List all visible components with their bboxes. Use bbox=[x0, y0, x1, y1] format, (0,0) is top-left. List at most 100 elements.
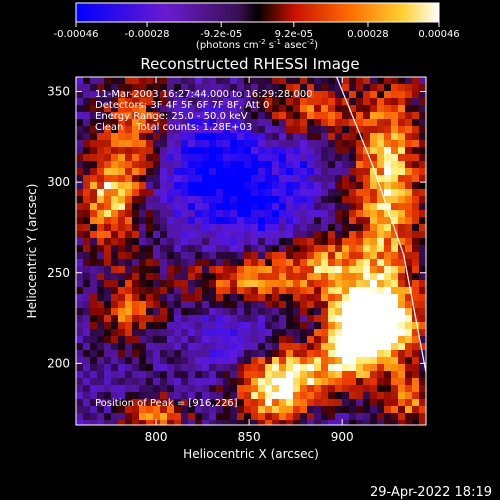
heatmap-cell bbox=[272, 238, 279, 245]
heatmap-cell bbox=[167, 231, 174, 238]
heatmap-cell bbox=[412, 161, 419, 168]
heatmap-cell bbox=[370, 98, 377, 105]
heatmap-cell bbox=[97, 210, 104, 217]
heatmap-cell bbox=[314, 161, 321, 168]
heatmap-cell bbox=[272, 350, 279, 357]
heatmap-cell bbox=[314, 392, 321, 399]
heatmap-cell bbox=[244, 301, 251, 308]
heatmap-cell bbox=[202, 196, 209, 203]
heatmap-cell bbox=[419, 315, 426, 322]
heatmap-cell bbox=[335, 210, 342, 217]
heatmap-cell bbox=[405, 231, 412, 238]
heatmap-cell bbox=[349, 364, 356, 371]
heatmap-cell bbox=[335, 287, 342, 294]
heatmap-cell bbox=[97, 266, 104, 273]
heatmap-cell bbox=[384, 224, 391, 231]
heatmap-cell bbox=[314, 287, 321, 294]
heatmap-cell bbox=[314, 91, 321, 98]
heatmap-cell bbox=[314, 322, 321, 329]
y-tick-label: 250 bbox=[47, 266, 70, 280]
heatmap-cell bbox=[279, 308, 286, 315]
heatmap-cell bbox=[223, 273, 230, 280]
heatmap-cell bbox=[104, 336, 111, 343]
heatmap-cell bbox=[174, 287, 181, 294]
heatmap-cell bbox=[321, 182, 328, 189]
heatmap-cell bbox=[97, 189, 104, 196]
heatmap-cell bbox=[300, 231, 307, 238]
heatmap-cell bbox=[258, 273, 265, 280]
heatmap-cell bbox=[265, 77, 272, 84]
heatmap-cell bbox=[76, 147, 83, 154]
x-tick-label: 850 bbox=[238, 430, 261, 444]
heatmap-cell bbox=[349, 224, 356, 231]
heatmap-cell bbox=[370, 357, 377, 364]
heatmap-cell bbox=[370, 350, 377, 357]
heatmap-cell bbox=[272, 133, 279, 140]
heatmap-cell bbox=[181, 329, 188, 336]
heatmap-cell bbox=[202, 273, 209, 280]
heatmap-cell bbox=[314, 399, 321, 406]
heatmap-cell bbox=[97, 175, 104, 182]
heatmap-cell bbox=[188, 420, 195, 425]
heatmap-cell bbox=[391, 322, 398, 329]
heatmap-cell bbox=[279, 280, 286, 287]
heatmap-cell bbox=[251, 287, 258, 294]
heatmap-cell bbox=[90, 406, 97, 413]
heatmap-cell bbox=[167, 154, 174, 161]
heatmap-cell bbox=[244, 189, 251, 196]
heatmap-cell bbox=[167, 196, 174, 203]
heatmap-cell bbox=[83, 133, 90, 140]
heatmap-cell bbox=[272, 371, 279, 378]
heatmap-cell bbox=[412, 252, 419, 259]
heatmap-cell bbox=[223, 385, 230, 392]
heatmap-cell bbox=[370, 147, 377, 154]
heatmap-cell bbox=[209, 175, 216, 182]
heatmap-cell bbox=[272, 308, 279, 315]
heatmap-cell bbox=[188, 399, 195, 406]
heatmap-cell bbox=[174, 378, 181, 385]
heatmap-cell bbox=[300, 350, 307, 357]
heatmap-cell bbox=[251, 350, 258, 357]
heatmap-cell bbox=[328, 287, 335, 294]
heatmap-cell bbox=[230, 364, 237, 371]
heatmap-cell bbox=[216, 273, 223, 280]
heatmap-cell bbox=[328, 322, 335, 329]
heatmap-cell bbox=[258, 308, 265, 315]
heatmap-cell bbox=[384, 133, 391, 140]
heatmap-cell bbox=[279, 329, 286, 336]
heatmap-cell bbox=[335, 189, 342, 196]
heatmap-cell bbox=[181, 154, 188, 161]
heatmap-cell bbox=[90, 133, 97, 140]
heatmap-cell bbox=[314, 175, 321, 182]
heatmap-cell bbox=[153, 196, 160, 203]
heatmap-cell bbox=[265, 98, 272, 105]
heatmap-cell bbox=[237, 399, 244, 406]
heatmap-cell bbox=[300, 238, 307, 245]
heatmap-cell bbox=[300, 392, 307, 399]
heatmap-cell bbox=[146, 203, 153, 210]
heatmap-cell bbox=[412, 84, 419, 91]
heatmap-cell bbox=[111, 133, 118, 140]
heatmap-cell bbox=[111, 112, 118, 119]
heatmap-cell bbox=[195, 252, 202, 259]
heatmap-cell bbox=[195, 280, 202, 287]
heatmap-cell bbox=[153, 91, 160, 98]
heatmap-cell bbox=[223, 322, 230, 329]
heatmap-cell bbox=[90, 357, 97, 364]
heatmap-cell bbox=[300, 329, 307, 336]
heatmap-cell bbox=[314, 182, 321, 189]
heatmap-cell bbox=[202, 280, 209, 287]
heatmap-cell bbox=[384, 364, 391, 371]
heatmap-cell bbox=[146, 308, 153, 315]
heatmap-cell bbox=[97, 238, 104, 245]
heatmap-cell bbox=[412, 112, 419, 119]
heatmap-cell bbox=[139, 315, 146, 322]
heatmap-cell bbox=[272, 189, 279, 196]
heatmap-cell bbox=[160, 133, 167, 140]
heatmap-cell bbox=[90, 196, 97, 203]
heatmap-cell bbox=[272, 280, 279, 287]
heatmap-cell bbox=[132, 301, 139, 308]
heatmap-cell bbox=[125, 252, 132, 259]
heatmap-cell bbox=[349, 371, 356, 378]
heatmap-cell bbox=[125, 161, 132, 168]
